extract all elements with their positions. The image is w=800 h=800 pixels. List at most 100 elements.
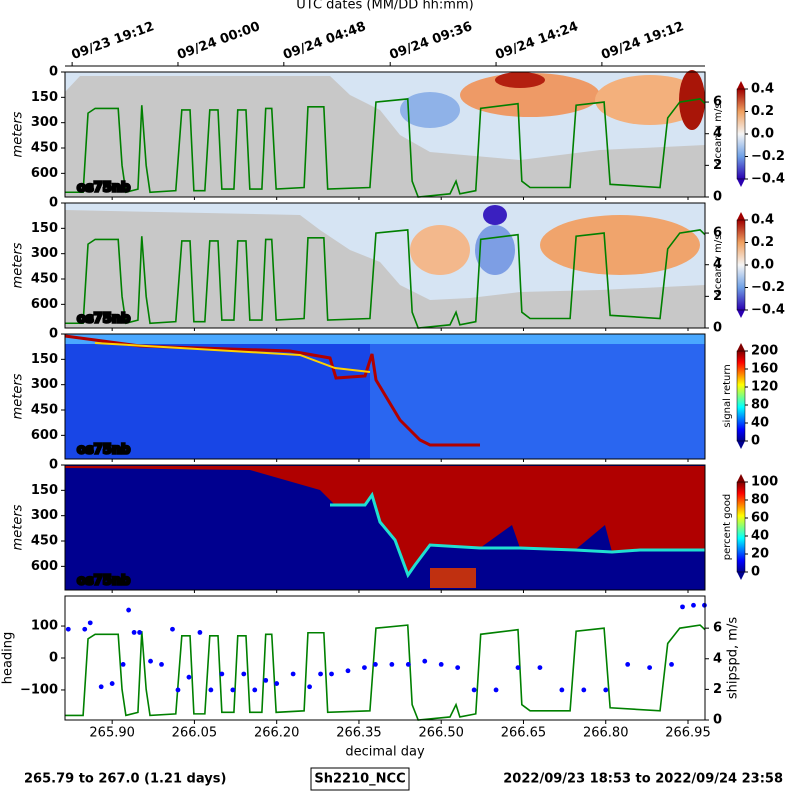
heading-point bbox=[82, 626, 88, 632]
heading-point bbox=[603, 687, 609, 693]
heading-point bbox=[559, 687, 565, 693]
panel-frame bbox=[64, 71, 706, 198]
panel-label: os75nb bbox=[77, 574, 130, 589]
colorbar-extend bbox=[737, 474, 745, 482]
colorbar-tick-label: 160 bbox=[751, 362, 778, 377]
colorbar bbox=[736, 219, 746, 311]
heatmap-signal bbox=[64, 334, 705, 459]
shipspd-line bbox=[65, 229, 706, 329]
x2-tick-label: 09/24 00:00 bbox=[175, 19, 262, 63]
panel-frame bbox=[64, 464, 706, 591]
heading-point bbox=[87, 620, 93, 626]
heading-point bbox=[109, 681, 115, 686]
colorbar-label: ocean u m/s bbox=[713, 103, 724, 164]
colorbar-extend bbox=[737, 81, 745, 89]
heading-point bbox=[680, 604, 685, 610]
heading-point bbox=[307, 684, 312, 690]
y-tick-label: 600 bbox=[31, 297, 58, 312]
x-tick-label: 265.90 bbox=[89, 726, 135, 741]
y2-tick-label: 4 bbox=[713, 651, 722, 666]
x-tick-label: 266.80 bbox=[583, 726, 629, 741]
colorbar-tick-label: 40 bbox=[751, 416, 769, 431]
colorbar-tick-label: 20 bbox=[751, 547, 769, 562]
heading-point bbox=[274, 681, 280, 686]
y-tick-label: 600 bbox=[31, 166, 58, 181]
heading-point bbox=[537, 665, 543, 670]
y2-tick-label: 4 bbox=[713, 126, 722, 141]
y-tick-label: 150 bbox=[31, 90, 58, 105]
heading-point bbox=[126, 607, 132, 613]
y-tick-label: 300 bbox=[31, 115, 58, 130]
colorbar-extend bbox=[737, 212, 745, 220]
colorbar-extend bbox=[737, 572, 745, 580]
colorbar-tick-label: 0 bbox=[751, 434, 760, 449]
colorbar-label: signal return bbox=[722, 364, 733, 427]
heading-point bbox=[170, 626, 175, 632]
y-axis-label: meters bbox=[11, 504, 26, 550]
x-tick-label: 266.50 bbox=[418, 726, 464, 741]
y2-tick-label: 6 bbox=[713, 95, 722, 110]
shipspd-line bbox=[65, 98, 706, 198]
heatmap-u bbox=[65, 70, 705, 197]
colorbar-tick-label: 80 bbox=[751, 493, 769, 508]
heading-point bbox=[493, 687, 499, 693]
y-tick-label: 600 bbox=[31, 559, 58, 574]
y-tick-label: −100 bbox=[20, 682, 58, 697]
y-tick-label: 100 bbox=[31, 619, 58, 634]
colorbar bbox=[736, 481, 746, 573]
colorbar-label: percent good bbox=[722, 494, 733, 560]
y-tick-label: 450 bbox=[31, 141, 58, 156]
colorbar-label: ocean v m/s bbox=[713, 235, 724, 296]
heading-point bbox=[471, 687, 477, 693]
colorbar-tick-label: 40 bbox=[751, 529, 769, 544]
colorbar-extend bbox=[737, 310, 745, 318]
panel-label: os75nb bbox=[77, 312, 130, 327]
heading-point bbox=[318, 671, 323, 677]
heading-point bbox=[405, 661, 411, 667]
y-tick-label: 450 bbox=[31, 403, 58, 418]
x-tick-label: 266.65 bbox=[501, 726, 547, 741]
colorbar-tick-label: −0.2 bbox=[751, 149, 785, 164]
footer-center: Sh2210_NCC bbox=[314, 772, 405, 787]
panel-label: os75nb bbox=[77, 443, 130, 458]
colorbar-tick-label: 0.4 bbox=[751, 82, 774, 97]
x2-tick-label: 09/24 19:12 bbox=[599, 19, 686, 63]
heading-point bbox=[625, 661, 631, 667]
y2-tick-label: 0 bbox=[713, 190, 722, 205]
heading-point bbox=[137, 630, 142, 635]
y-tick-label: 150 bbox=[31, 483, 58, 498]
x-axis-label: decimal day bbox=[345, 745, 425, 760]
y2-tick-label: 6 bbox=[713, 621, 722, 636]
colorbar-tick-label: 80 bbox=[751, 398, 769, 413]
y-tick-label: 300 bbox=[31, 508, 58, 523]
heading-point bbox=[647, 665, 653, 670]
y-tick-label: 0 bbox=[49, 196, 58, 211]
colorbar-tick-label: 60 bbox=[751, 511, 769, 526]
y-axis-label: meters bbox=[11, 373, 26, 419]
heading-point bbox=[175, 687, 181, 693]
heading-point bbox=[702, 602, 707, 608]
y-tick-label: 150 bbox=[31, 221, 58, 236]
x-tick-label: 266.35 bbox=[336, 726, 382, 741]
heading-point bbox=[263, 677, 269, 683]
shipspd-line bbox=[65, 624, 706, 721]
heading-point bbox=[148, 658, 153, 664]
heading-point bbox=[438, 661, 444, 667]
panel-label: os75nb bbox=[77, 181, 130, 196]
colorbar-tick-label: 0.2 bbox=[751, 235, 774, 250]
colorbar-extend bbox=[737, 441, 745, 449]
y2-tick-label: 2 bbox=[713, 289, 722, 304]
y-tick-label: 0 bbox=[49, 458, 58, 473]
y2-tick-label: 4 bbox=[713, 257, 722, 272]
y-axis-label: heading bbox=[1, 632, 16, 685]
y2-axis-label: shipspd, m/s bbox=[726, 617, 741, 699]
y-axis-label: meters bbox=[11, 242, 26, 288]
heading-point bbox=[422, 658, 428, 664]
heading-point bbox=[65, 626, 71, 632]
y-tick-label: 600 bbox=[31, 428, 58, 443]
heading-point bbox=[691, 602, 696, 608]
heading-point bbox=[252, 687, 258, 693]
heading-point bbox=[98, 684, 104, 690]
heatmap-percent bbox=[65, 465, 705, 590]
y-tick-label: 450 bbox=[31, 272, 58, 287]
